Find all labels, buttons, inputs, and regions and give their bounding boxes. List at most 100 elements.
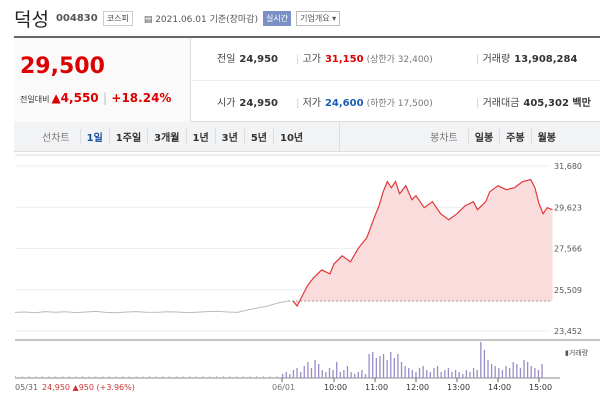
volume-bar [404,366,406,378]
volume-bar [375,358,377,378]
volume-bar [397,354,399,378]
tab-5y[interactable]: 5년 [243,129,273,144]
volume-bar [310,368,313,378]
volume-bar [447,368,450,378]
volume-bar [135,376,137,378]
volume-bar [418,368,421,378]
volume-bar [102,376,104,378]
volume-bar [361,370,363,378]
x-tick-label: 12:00 [406,383,429,392]
volume-bar [28,376,30,378]
volume-bar [307,362,309,378]
volume-bar [155,376,157,378]
volume-bar [415,372,417,378]
volume-bar [285,372,287,378]
volume-bar [382,354,385,378]
volume-bar [379,356,381,378]
tab-1y[interactable]: 1년 [185,129,215,144]
volume-bar [276,376,278,378]
volume-bar [454,370,457,378]
volume-bar [429,372,432,378]
stock-code: 004830 [55,12,98,24]
volume-bar [451,372,453,378]
x-tick-label: 10:00 [324,383,347,392]
tab-3y[interactable]: 3년 [214,129,244,144]
tab-3m[interactable]: 3개월 [147,129,185,144]
lower-limit: (하한가 17,500) [366,99,433,109]
company-overview-dropdown[interactable]: 기업개요 ▾ [296,10,341,26]
tab-daily[interactable]: 일봉 [467,129,499,144]
tab-10y[interactable]: 10년 [273,129,309,144]
line-chart-label: 선차트 [42,133,70,144]
realtime-button[interactable]: 실시간 [263,10,292,26]
y-tick-label: 31,680 [554,162,582,171]
volume-bar [400,362,403,378]
volume-bar [328,368,331,378]
market-badge: 코스피 [102,10,133,26]
volume-bar [75,376,77,378]
current-price: 29,500 [20,54,105,79]
volume-bar [128,376,130,378]
volume-bar [149,376,150,378]
calendar-icon: ▤ [143,14,156,25]
tab-1w[interactable]: 1주일 [108,129,147,144]
prev-value: 24,950 [239,54,278,65]
date-text: 2021.06.01 기준(장마감) [155,14,259,25]
tab-1d[interactable]: 1일 [79,129,109,144]
volume-bar [229,376,231,378]
volume-bar [122,376,124,378]
volume-bar [508,368,511,378]
price-area [293,179,553,306]
volume-bar [321,370,323,378]
high-value: 31,150 [324,54,364,65]
volume-bar [494,366,496,378]
price-summary: 29,500 전일대비 ▲4,550 | +18.24% 전일 24,950 시가 2… [14,38,600,122]
volume-bar [182,376,184,378]
volume-bar [162,376,164,378]
y-tick-label: 27,566 [554,245,582,254]
x-tick-label: 14:00 [488,383,511,392]
volume-bar [318,364,320,378]
volume-value: 13,908,284 [514,54,578,65]
volume-bar [487,360,489,378]
tab-monthly[interactable]: 월봉 [530,129,562,144]
volume-bar [354,374,356,378]
volume-bar [216,376,217,378]
upper-limit: (상한가 32,400) [366,55,433,65]
stock-name: 덕성 [14,8,49,31]
volume-bar [142,376,144,378]
volume-bar [332,370,334,378]
tab-weekly[interactable]: 주봉 [499,129,530,144]
volume-bar [195,376,197,378]
volume-bar [108,376,110,378]
x-tick-label: 11:00 [365,383,388,392]
volume-bar [476,370,478,378]
volume-bar [242,376,244,378]
prev-label: 전일 [217,54,236,65]
volume-bar [236,376,238,378]
volume-bar [436,366,439,378]
volume-bar [526,362,529,378]
volume-bar [296,368,298,378]
high-label: 고가 [302,54,321,65]
volume-bar [519,368,522,378]
volume-bar [490,364,493,378]
volume-bar [202,376,204,378]
volume-legend: ▮거래량 [565,348,589,357]
volume-bar [433,368,435,378]
volume-bar [292,370,295,378]
volume-bar [534,368,536,378]
y-tick-label: 23,452 [554,327,582,336]
volume-bar [61,376,63,378]
candle-chart-label: 봉차트 [430,133,458,144]
volume-bar [393,358,395,378]
volume-bar [346,366,349,378]
volume-bar [209,376,211,378]
volume-bar [386,360,388,378]
amount-value: 405,302 백만 [523,98,591,109]
x-tick-label: 13:00 [447,383,470,392]
volume-bar [462,374,464,378]
x-tick-label: 06/01 [272,383,295,392]
change-label: 전일대비 [20,95,50,104]
prev-day-line [14,300,289,314]
